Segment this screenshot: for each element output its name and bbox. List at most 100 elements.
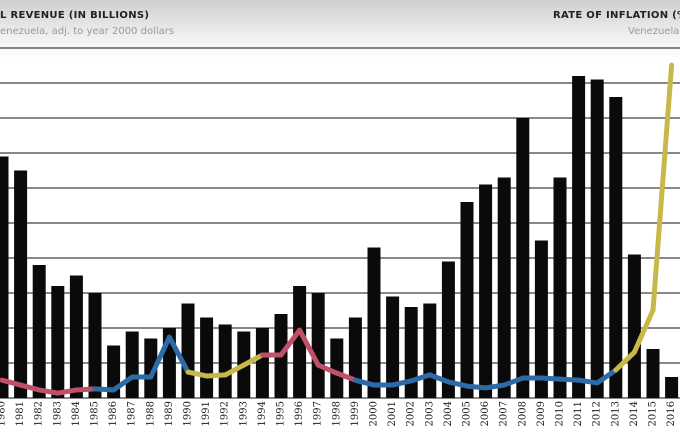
- inflation-line: [334, 370, 358, 383]
- bar: [293, 286, 307, 398]
- bar: [218, 324, 232, 398]
- inflation-line: [427, 372, 451, 385]
- x-tick-label: 1991: [201, 401, 212, 426]
- x-tick-label: 1980: [0, 401, 8, 426]
- x-tick-label: 2004: [443, 401, 454, 426]
- bar: [311, 293, 325, 398]
- inflation-line: [278, 327, 303, 358]
- x-tick-label: 1998: [331, 401, 342, 426]
- x-tick-label: 2016: [666, 401, 677, 426]
- inflation-line: [0, 377, 24, 388]
- bar: [69, 275, 83, 398]
- chart-subtitle: enezuela, adj. to year 2000 dollars: [0, 26, 174, 37]
- x-tick-label: 2012: [592, 401, 603, 426]
- bar: [386, 296, 400, 398]
- inflation-line: [631, 307, 656, 355]
- inflation-line: [204, 372, 228, 379]
- x-tick-label: 1995: [276, 401, 287, 426]
- bar: [534, 240, 548, 398]
- bar: [51, 286, 65, 398]
- inflation-line: [111, 374, 135, 393]
- bar: [367, 247, 381, 398]
- inflation-line: [445, 379, 470, 389]
- bar: [423, 303, 437, 398]
- bar: [14, 170, 28, 398]
- y2-title: RATE OF INFLATION (%: [553, 10, 680, 21]
- inflation-line: [408, 372, 433, 384]
- x-tick-label: 1983: [52, 401, 63, 426]
- x-tick-label: 2014: [629, 401, 640, 426]
- inflation-line: [166, 334, 191, 375]
- inflation-line: [73, 386, 98, 393]
- bar: [404, 307, 418, 398]
- inflation-line: [36, 387, 61, 396]
- bar: [497, 177, 511, 398]
- bar: [255, 328, 269, 398]
- x-tick-label: 1984: [71, 401, 82, 426]
- bar: [479, 184, 493, 398]
- x-tick-label: 1994: [257, 401, 268, 426]
- bar: [646, 349, 660, 398]
- inflation-line: [241, 352, 265, 368]
- inflation-line: [650, 62, 675, 313]
- inflation-line: [222, 362, 247, 378]
- x-tick-label: 2006: [480, 401, 491, 426]
- x-tick-label: 2005: [462, 401, 473, 426]
- inflation-line: [315, 362, 340, 376]
- inflation-line: [148, 334, 172, 380]
- x-tick-label: 1987: [127, 401, 138, 426]
- x-tick-label: 1981: [15, 401, 26, 426]
- bar: [125, 331, 139, 398]
- bar: [88, 293, 102, 398]
- bar: [200, 317, 214, 398]
- x-tick-label: 1986: [108, 401, 119, 426]
- inflation-line: [55, 387, 79, 396]
- bar: [553, 177, 567, 398]
- x-tick-label: 1982: [34, 401, 45, 426]
- x-tick-label: 1989: [164, 401, 175, 426]
- x-tick-label: 1985: [90, 401, 101, 426]
- x-tick-label: 1997: [313, 401, 324, 426]
- x-tick-label: 2010: [555, 401, 566, 426]
- bar: [144, 338, 158, 398]
- x-tick-label: 1992: [220, 401, 231, 426]
- x-tick-label: 2003: [424, 401, 435, 426]
- x-tick-label: 2002: [406, 401, 417, 426]
- x-tick-label: 1999: [350, 401, 361, 426]
- bar: [348, 317, 362, 398]
- bar: [516, 118, 530, 398]
- x-tick-label: 1988: [145, 401, 156, 426]
- x-tick-label: 1993: [238, 401, 249, 426]
- bar: [572, 76, 586, 398]
- inflation-line: [483, 382, 507, 391]
- inflation-line: [18, 382, 42, 393]
- x-tick-label: 2008: [517, 401, 528, 426]
- bar: [32, 265, 46, 398]
- inflation-line: [92, 386, 117, 393]
- bar: [460, 202, 474, 398]
- inflation-line: [297, 327, 321, 368]
- x-tick-label: 2001: [387, 401, 398, 426]
- x-tick-label: 2013: [610, 401, 621, 426]
- bar: [590, 79, 604, 398]
- bar: [441, 261, 455, 398]
- inflation-line: [185, 369, 210, 379]
- x-tick-label: 2009: [536, 401, 547, 426]
- inflation-line: [538, 375, 563, 382]
- bar: [0, 156, 9, 398]
- x-tick-label: 2000: [369, 401, 380, 426]
- inflation-line: [390, 378, 414, 388]
- inflation-line: [464, 383, 489, 391]
- bar: [330, 338, 344, 398]
- x-tick-label: 2011: [573, 401, 584, 426]
- x-tick-label: 1990: [183, 401, 194, 426]
- bar: [665, 377, 679, 398]
- bar: [627, 254, 641, 398]
- inflation-line: [352, 377, 377, 388]
- bar: [609, 97, 623, 398]
- inflation-line: [576, 377, 600, 386]
- y2-subtitle: Venezuela: [628, 26, 679, 37]
- bar: [181, 303, 195, 398]
